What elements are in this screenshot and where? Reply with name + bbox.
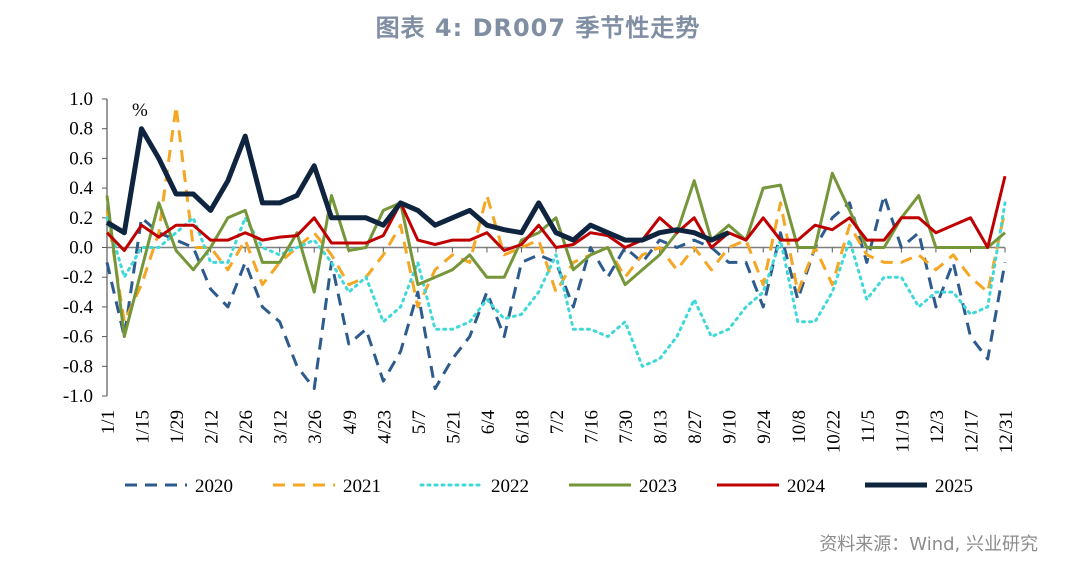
x-tick-label: 4/23 [374,410,395,444]
series-line-2025 [105,126,730,243]
y-tick-label: -0.6 [63,327,93,348]
x-tick-label: 11/5 [858,410,879,443]
unit-label: % [132,100,148,121]
legend-label-2020: 2020 [195,476,233,497]
legend-label-2024: 2024 [787,476,826,497]
x-tick-label: 1/1 [98,410,119,434]
x-tick-label: 1/29 [167,410,188,444]
legend-label-2021: 2021 [343,476,381,497]
y-tick-label: 0.8 [69,119,93,140]
x-tick-label: 10/8 [789,410,810,444]
source-note: 资料来源：Wind, 兴业研究 [819,534,1038,555]
x-tick-label: 7/16 [582,410,603,444]
x-tick-label: 7/2 [547,410,568,434]
x-tick-label: 3/12 [271,410,292,444]
legend-label-2025: 2025 [935,476,973,497]
y-tick-label: 0.0 [69,238,93,259]
x-tick-label: 2/12 [202,410,223,444]
y-tick-label: -0.4 [63,297,94,318]
legend-label-2023: 2023 [639,476,677,497]
series-line-2021 [105,104,1007,324]
y-tick-label: -0.2 [63,267,93,288]
x-tick-label: 1/15 [133,410,154,444]
x-tick-label: 3/26 [305,410,326,444]
legend-label-2022: 2022 [491,476,529,497]
y-tick-label: 0.2 [69,208,93,229]
chart-title: 图表 4: DR007 季节性走势 [375,14,701,42]
x-tick-label: 12/3 [927,410,948,444]
y-tick-label: 0.6 [69,148,93,169]
series-line-2022 [105,201,1007,368]
x-tick-label: 12/17 [961,410,982,453]
series-line-2020 [105,194,1007,391]
series-line-2024 [105,175,1007,252]
x-tick-label: 9/24 [754,410,775,444]
x-tick-label: 10/22 [823,410,844,453]
x-tick-label: 7/30 [616,410,637,444]
x-tick-label: 4/9 [340,410,361,434]
y-tick-label: -1.0 [63,386,93,407]
x-tick-label: 8/13 [651,410,672,444]
x-tick-label: 5/21 [443,410,464,444]
x-tick-label: 6/4 [478,410,499,435]
y-tick-label: 1.0 [69,89,93,110]
x-tick-label: 2/26 [236,410,257,444]
x-tick-label: 11/19 [892,410,913,453]
x-tick-label: 12/31 [996,410,1017,453]
x-tick-label: 8/27 [685,410,706,444]
y-tick-label: -0.8 [63,356,93,377]
x-tick-label: 5/7 [409,410,430,434]
series-line-2023 [105,171,1006,339]
x-tick-label: 9/10 [720,410,741,444]
x-tick-label: 6/18 [512,410,533,444]
y-tick-label: 0.4 [69,178,93,199]
